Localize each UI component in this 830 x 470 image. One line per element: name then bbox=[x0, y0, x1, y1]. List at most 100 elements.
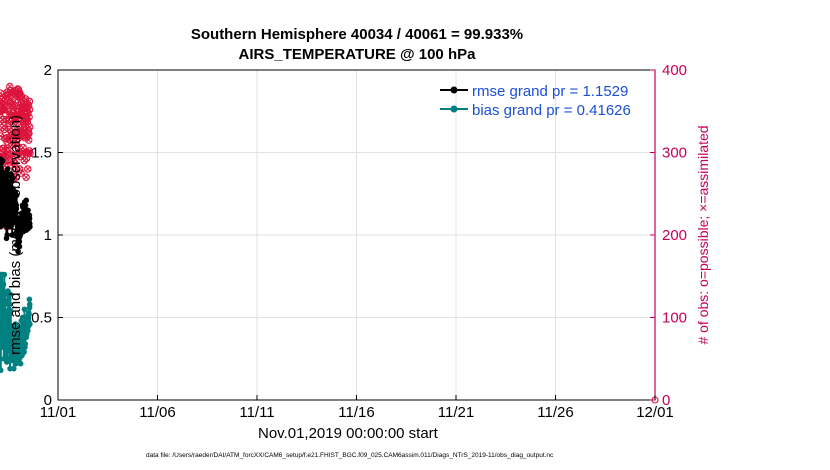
rmse-point bbox=[16, 243, 23, 250]
obs-possible-point bbox=[26, 149, 34, 158]
y-tick-label-right: 300 bbox=[662, 145, 687, 162]
data-file-footnote: data file: /Users/raeder/DAI/ATM_forcXX/… bbox=[146, 452, 554, 459]
legend-rmse-label: rmse grand pr = 1.1529 bbox=[472, 83, 628, 100]
obs-assimilated-point bbox=[26, 137, 32, 143]
y-axis-left-label: rmse and bias (model - observation) bbox=[7, 115, 24, 355]
bias-point bbox=[1, 271, 8, 278]
obs-assimilated-point bbox=[0, 133, 4, 139]
x-tick-label: 12/01 bbox=[636, 404, 674, 421]
bias-point bbox=[26, 311, 32, 318]
obs-assimilated-point bbox=[26, 106, 33, 113]
legend-bias-marker bbox=[450, 105, 458, 113]
obs-assimilated-point bbox=[25, 166, 31, 172]
chart-title: Southern Hemisphere 40034 / 40061 = 99.9… bbox=[190, 26, 524, 43]
chart-subtitle: AIRS_TEMPERATURE @ 100 hPa bbox=[238, 46, 476, 63]
bias-point bbox=[27, 321, 33, 327]
bias-markers bbox=[0, 271, 33, 374]
bias-point bbox=[12, 321, 19, 327]
obs-assimilated-point bbox=[18, 170, 24, 176]
obs-possible-point bbox=[22, 173, 30, 182]
obs-assimilated-point bbox=[13, 174, 19, 180]
rmse-point bbox=[15, 248, 21, 255]
obs-possible-point bbox=[25, 113, 33, 121]
legend-bias-label: bias grand pr = 0.41626 bbox=[472, 102, 631, 119]
y-tick-label-right: 0 bbox=[662, 392, 670, 409]
y-tick-label-left: 2 bbox=[44, 62, 52, 79]
bias-point bbox=[25, 327, 31, 334]
grid bbox=[57, 69, 656, 401]
rmse-point bbox=[23, 197, 30, 204]
y-axis-right-label: # of obs: o=possible; ×=assimilated bbox=[695, 125, 711, 344]
rmse-point bbox=[4, 166, 11, 172]
obs-possible-point bbox=[5, 119, 13, 128]
bias-point bbox=[26, 296, 33, 303]
rmse-point bbox=[9, 174, 15, 181]
y-tick-label-left: 1.5 bbox=[31, 145, 52, 162]
legend[interactable]: rmse grand pr = 1.1529 bias grand pr = 0… bbox=[440, 83, 631, 119]
obs-assimilated-point bbox=[7, 151, 13, 157]
rmse-point bbox=[22, 202, 29, 209]
obs-count-series bbox=[0, 82, 659, 404]
obs-possible-point bbox=[20, 157, 28, 165]
bias-point bbox=[0, 281, 7, 288]
x-tick-label: 11/26 bbox=[537, 404, 573, 421]
obs-possible-point bbox=[11, 159, 19, 167]
bias-point bbox=[7, 308, 14, 314]
obs-assimilated-point bbox=[12, 160, 18, 166]
obs-assimilated-point bbox=[26, 98, 33, 105]
rmse-point bbox=[13, 210, 19, 217]
x-tick-label: 11/01 bbox=[40, 404, 76, 421]
obs-possible-point bbox=[25, 123, 34, 131]
rmse-point bbox=[8, 215, 15, 222]
y-tick-label-right: 200 bbox=[662, 227, 687, 244]
x-axis: 11/01 11/06 11/11 11/16 11/21 11/26 12/01 bbox=[40, 395, 674, 421]
obs-assimilated-point bbox=[5, 151, 11, 157]
rmse-point bbox=[13, 192, 20, 199]
rmse-point bbox=[16, 238, 23, 245]
obs-possible-point bbox=[24, 130, 32, 139]
rmse-point bbox=[25, 207, 31, 214]
bias-point bbox=[19, 314, 26, 321]
rmse-markers bbox=[0, 156, 33, 255]
bias-point bbox=[22, 341, 29, 347]
obs-assimilated-point bbox=[9, 90, 15, 96]
rmse-point bbox=[13, 205, 20, 212]
obs-possible-point bbox=[0, 125, 9, 134]
bias-point bbox=[0, 367, 4, 374]
y-tick-label-left: 0.5 bbox=[31, 310, 52, 327]
obs-assimilated-point bbox=[26, 130, 32, 137]
x-tick-label: 11/16 bbox=[338, 404, 374, 421]
bias-point bbox=[5, 318, 12, 324]
obs-possible-point bbox=[21, 95, 30, 103]
y-tick-label-left: 1 bbox=[44, 227, 52, 244]
y-tick-label-right: 400 bbox=[662, 62, 687, 79]
y-axis-left: 0 0.5 1 1.5 2 bbox=[31, 62, 63, 409]
x-tick-label: 11/06 bbox=[139, 404, 175, 421]
obs-assimilated-point bbox=[17, 166, 23, 172]
bias-point bbox=[0, 324, 6, 331]
bias-point bbox=[17, 360, 24, 367]
obs-possible-point bbox=[25, 105, 34, 114]
obs-assimilated-point bbox=[26, 114, 32, 120]
obs-possible-point bbox=[17, 169, 25, 177]
bias-point bbox=[6, 296, 12, 303]
x-tick-label: 11/11 bbox=[239, 404, 274, 421]
bias-point bbox=[7, 301, 13, 308]
bias-point bbox=[26, 301, 33, 308]
obs-assimilated-point bbox=[27, 150, 33, 156]
obs-possible-point bbox=[25, 97, 34, 106]
obs-assimilated-point bbox=[14, 143, 20, 149]
y-tick-label-left: 0 bbox=[44, 392, 52, 409]
bias-point bbox=[7, 291, 13, 298]
rmse-point bbox=[0, 157, 6, 164]
bias-point bbox=[2, 351, 9, 357]
rmse-point bbox=[4, 232, 10, 238]
legend-rmse-marker bbox=[450, 86, 458, 94]
bias-point bbox=[21, 306, 28, 313]
x-axis-label: Nov.01,2019 00:00:00 start bbox=[258, 425, 438, 442]
rmse-point bbox=[9, 232, 16, 238]
obs-assimilated-point bbox=[27, 124, 33, 130]
bias-point bbox=[11, 365, 17, 372]
obs-possible-point bbox=[23, 165, 32, 173]
